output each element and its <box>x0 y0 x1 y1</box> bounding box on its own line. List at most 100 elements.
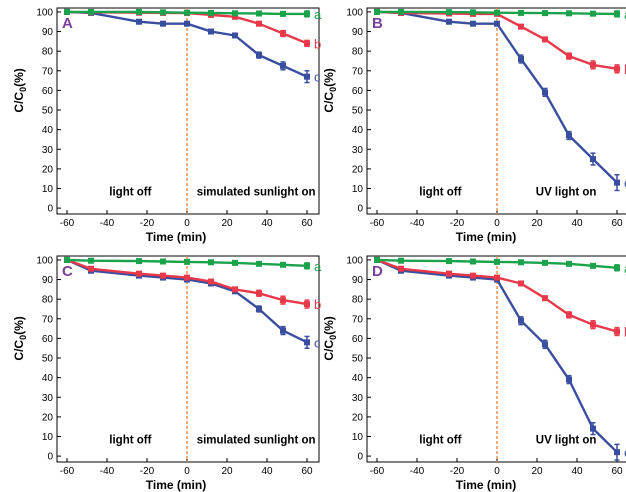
x-tick-label: -20 <box>140 218 155 229</box>
x-tick-label: -60 <box>60 466 75 477</box>
x-axis-title: Time (min) <box>456 230 516 244</box>
data-point <box>398 8 404 15</box>
data-point <box>256 52 262 59</box>
data-point <box>518 259 524 266</box>
y-axis-title-suffix: (%) <box>322 68 336 87</box>
series-label: b <box>314 36 321 51</box>
y-axis-title-suffix: (%) <box>322 316 336 335</box>
y-tick-label: 60 <box>42 334 54 345</box>
data-point <box>398 265 404 272</box>
annotation-text: light off <box>109 434 151 446</box>
panel-c: 0 10 20 30 40 50 60 70 80 90 100 -60 -40 -20 0 20 40 60 Ti… <box>12 255 322 492</box>
data-point <box>232 259 238 266</box>
y-tick-label: 30 <box>42 393 54 404</box>
series-a-line <box>66 258 308 267</box>
y-tick-label: 90 <box>352 275 364 286</box>
series-b: b <box>374 8 626 77</box>
y-tick-label: 50 <box>352 354 364 365</box>
data-point <box>590 321 596 328</box>
x-tick-label: 0 <box>494 466 500 477</box>
y-tick-label: 20 <box>42 164 54 175</box>
series-label: c <box>314 70 321 85</box>
x-tick-label: 20 <box>221 218 233 229</box>
series-label: b <box>624 62 626 77</box>
data-point <box>542 10 548 17</box>
data-point <box>280 327 286 334</box>
series-label: a <box>624 261 626 276</box>
y-axis-title-suffix: (%) <box>12 68 26 87</box>
data-point <box>304 73 310 80</box>
data-point <box>590 10 596 17</box>
x-tick-label: 40 <box>261 218 273 229</box>
data-point <box>470 20 476 27</box>
x-tick-label: -60 <box>370 218 385 229</box>
series-a-line <box>376 258 618 269</box>
y-tick-label: 0 <box>47 204 53 215</box>
x-tick-label: 20 <box>221 466 233 477</box>
data-point <box>232 32 238 39</box>
y-tick-label: 90 <box>42 27 54 38</box>
y-tick-label: 100 <box>36 7 53 18</box>
series-a: a <box>374 256 626 276</box>
y-axis-title: C/C0(%) <box>322 316 338 360</box>
data-point <box>470 258 476 265</box>
data-point <box>160 9 166 16</box>
panel-b: 0 10 20 30 40 50 60 70 80 90 100 -60 -40 -20 0 20 40 60 Ti… <box>322 7 626 244</box>
y-tick-label: 60 <box>42 86 54 97</box>
data-point <box>304 339 310 346</box>
y-tick-label: 40 <box>42 373 54 384</box>
x-tick-label: -20 <box>450 218 465 229</box>
data-point <box>232 13 238 20</box>
series-label: a <box>624 7 626 22</box>
data-point <box>184 20 190 27</box>
data-point <box>614 328 620 335</box>
data-point <box>256 260 262 267</box>
data-point <box>256 290 262 297</box>
data-point <box>184 258 190 265</box>
x-tick-label: -20 <box>450 466 465 477</box>
data-point <box>88 8 94 15</box>
data-point <box>280 10 286 17</box>
y-tick-label: 80 <box>352 295 364 306</box>
series-a: a <box>374 7 626 22</box>
y-tick-label: 50 <box>42 354 54 365</box>
panel-letter: D <box>372 263 383 280</box>
data-point <box>566 132 572 139</box>
data-point <box>88 257 94 264</box>
y-axis-title-main: C/C <box>322 340 336 361</box>
y-tick-label: 60 <box>352 334 364 345</box>
data-point <box>160 20 166 27</box>
data-point <box>614 65 620 72</box>
y-tick-label: 0 <box>47 452 53 463</box>
series-a: a <box>64 256 322 274</box>
x-tick-label: -40 <box>100 466 115 477</box>
y-tick-label: 70 <box>42 66 54 77</box>
data-point <box>304 301 310 308</box>
x-tick-label: 20 <box>531 466 543 477</box>
x-axis-title: Time (min) <box>456 478 516 492</box>
y-tick-label: 50 <box>352 106 364 117</box>
y-tick-label: 30 <box>352 393 364 404</box>
data-point <box>590 262 596 269</box>
data-point <box>398 257 404 264</box>
y-axis-title-main: C/C <box>12 92 26 113</box>
panel-letter: B <box>372 15 383 32</box>
panel-letter: C <box>62 263 73 280</box>
y-axis-title-suffix: (%) <box>12 316 26 335</box>
y-tick-label: 60 <box>352 86 364 97</box>
series-label: b <box>624 325 626 340</box>
data-point <box>518 23 524 30</box>
data-point <box>542 36 548 43</box>
annotation-text: light off <box>419 186 461 198</box>
data-point <box>446 258 452 265</box>
x-tick-label: 60 <box>301 466 313 477</box>
y-axis-title-subscript: 0 <box>328 87 338 92</box>
y-tick-label: 70 <box>42 314 54 325</box>
y-axis-title-main: C/C <box>12 340 26 361</box>
y-tick-label: 30 <box>42 145 54 156</box>
y-tick-label: 10 <box>42 184 54 195</box>
x-tick-label: 40 <box>571 466 583 477</box>
annotation-text: simulated sunlight on <box>197 186 316 198</box>
data-point <box>446 9 452 16</box>
data-point <box>470 272 476 279</box>
